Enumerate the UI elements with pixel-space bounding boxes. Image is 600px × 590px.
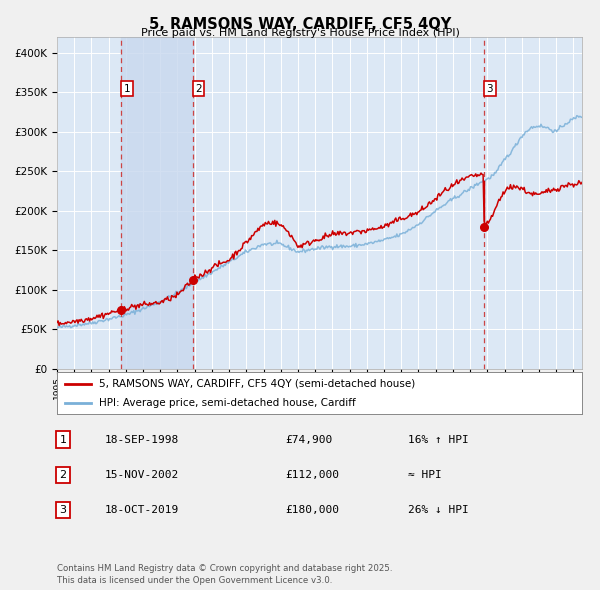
Text: £74,900: £74,900: [285, 435, 332, 444]
Text: Price paid vs. HM Land Registry's House Price Index (HPI): Price paid vs. HM Land Registry's House …: [140, 28, 460, 38]
Text: Contains HM Land Registry data © Crown copyright and database right 2025.
This d: Contains HM Land Registry data © Crown c…: [57, 564, 392, 585]
Text: HPI: Average price, semi-detached house, Cardiff: HPI: Average price, semi-detached house,…: [99, 398, 356, 408]
Text: 5, RAMSONS WAY, CARDIFF, CF5 4QY (semi-detached house): 5, RAMSONS WAY, CARDIFF, CF5 4QY (semi-d…: [99, 379, 415, 389]
Text: 2: 2: [195, 84, 202, 94]
Text: 3: 3: [486, 84, 493, 94]
Text: 2: 2: [59, 470, 67, 480]
Text: 3: 3: [59, 506, 67, 515]
Text: 15-NOV-2002: 15-NOV-2002: [105, 470, 179, 480]
Text: ≈ HPI: ≈ HPI: [408, 470, 442, 480]
Text: 1: 1: [59, 435, 67, 444]
Text: 5, RAMSONS WAY, CARDIFF, CF5 4QY: 5, RAMSONS WAY, CARDIFF, CF5 4QY: [149, 17, 451, 31]
Text: 16% ↑ HPI: 16% ↑ HPI: [408, 435, 469, 444]
Text: 1: 1: [124, 84, 130, 94]
Text: £112,000: £112,000: [285, 470, 339, 480]
Text: 26% ↓ HPI: 26% ↓ HPI: [408, 506, 469, 515]
Bar: [121, 37, 193, 369]
Text: 18-SEP-1998: 18-SEP-1998: [105, 435, 179, 444]
Text: £180,000: £180,000: [285, 506, 339, 515]
Text: 18-OCT-2019: 18-OCT-2019: [105, 506, 179, 515]
